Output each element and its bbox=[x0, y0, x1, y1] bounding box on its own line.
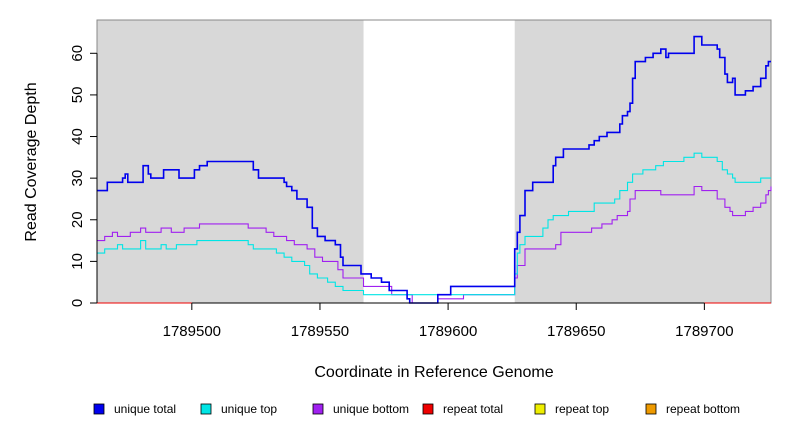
y-tick-label: 0 bbox=[69, 299, 86, 307]
legend-swatch bbox=[534, 403, 546, 415]
legend-label: unique top bbox=[221, 402, 277, 416]
x-tick-label: 1789600 bbox=[419, 323, 477, 340]
legend: unique total unique top unique bottom repea… bbox=[93, 402, 740, 416]
axes: 0 10 20 30 40 50 60 1789500 1789550 1789600 178965… bbox=[69, 45, 734, 340]
series-line-unique-total bbox=[97, 35, 771, 304]
legend-label: repeat total bbox=[443, 402, 503, 416]
y-tick-label: 50 bbox=[69, 87, 86, 104]
y-tick-label: 40 bbox=[69, 128, 86, 145]
legend-label: repeat top bbox=[555, 402, 609, 416]
legend-swatch bbox=[645, 403, 657, 415]
y-axis-title: Read Coverage Depth bbox=[23, 82, 40, 241]
y-tick-label: 30 bbox=[69, 170, 86, 187]
legend-label: repeat bottom bbox=[666, 402, 740, 416]
x-tick-label: 1789700 bbox=[675, 323, 733, 340]
x-tick-label: 1789650 bbox=[547, 323, 605, 340]
plot-area bbox=[96, 19, 772, 304]
x-tick-label: 1789500 bbox=[163, 323, 221, 340]
legend-label: unique total bbox=[114, 402, 176, 416]
y-tick-label: 60 bbox=[69, 45, 86, 62]
legend-swatch bbox=[200, 403, 212, 415]
shaded-region-2 bbox=[514, 20, 771, 303]
legend-label: unique bottom bbox=[333, 402, 409, 416]
legend-swatch bbox=[312, 403, 324, 415]
legend-swatch bbox=[422, 403, 434, 415]
x-tick-label: 1789550 bbox=[291, 323, 349, 340]
x-axis-title: Coordinate in Reference Genome bbox=[314, 364, 553, 381]
y-tick-label: 10 bbox=[69, 253, 86, 270]
legend-swatch bbox=[93, 403, 105, 415]
y-tick-label: 20 bbox=[69, 211, 86, 228]
